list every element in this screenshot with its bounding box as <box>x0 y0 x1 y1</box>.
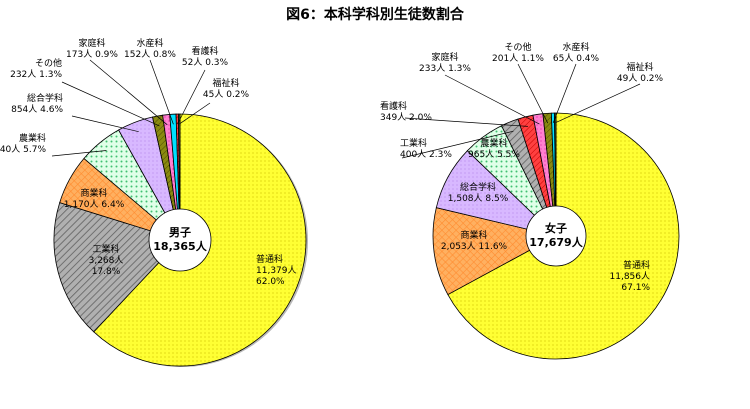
label-sonota: その他 232人 1.3% <box>10 57 62 80</box>
label-nogyo: 農業科1,040人 5.7% <box>0 132 46 155</box>
leader-line-kango <box>177 69 206 125</box>
leader-line-sonota <box>61 81 160 127</box>
label-futsu-line: 普通科 <box>623 259 650 271</box>
label-suisan-line: 水産科 <box>136 37 163 49</box>
label-kango-line: 看護科 <box>191 45 218 57</box>
leader-line-sogo <box>71 115 139 133</box>
label-sogo-line: 総合学科 <box>27 92 63 104</box>
label-kogyo-line: 工業科 <box>400 137 427 149</box>
label-sonota-line: その他 <box>504 41 531 53</box>
label-suisan: 水産科 65人 0.4% <box>553 41 600 64</box>
slice-shogyo <box>432 207 558 296</box>
label-sogo-line: 854人 4.6% <box>11 104 63 115</box>
leader-line-nogyo <box>51 150 107 157</box>
label-futsu-line: 67.1% <box>621 283 650 293</box>
label-shogyo: 商業科 1,170人 6.4% <box>64 187 125 210</box>
label-sogo: 総合学科 1,508人 8.5% <box>448 181 509 204</box>
label-sonota-line: 232人 1.3% <box>10 69 62 80</box>
label-nogyo-line: 1,040人 5.7% <box>0 144 46 155</box>
label-suisan-line: 水産科 <box>562 41 589 53</box>
label-kogyo-line: 工業科 <box>92 243 119 255</box>
label-kango-line: 看護科 <box>380 100 407 112</box>
label-nogyo-line: 農業科 <box>19 132 46 144</box>
pie-center-hole <box>148 208 212 272</box>
label-kogyo: 工業科 3,268人 17.8% <box>89 243 124 277</box>
label-suisan-line: 152人 0.8% <box>124 49 176 60</box>
label-shogyo-line: 2,053人 11.6% <box>441 241 508 252</box>
label-suisan-line: 65人 0.4% <box>553 53 600 64</box>
label-shogyo-line: 商業科 <box>80 187 107 199</box>
leader-line-katei <box>444 74 540 125</box>
label-kogyo-line: 400人 2.3% <box>400 149 452 160</box>
label-futsu-line: 11,856人 <box>610 271 651 282</box>
label-kogyo: 工業科 400人 2.3% <box>400 137 452 160</box>
label-futsu-line: 62.0% <box>256 277 285 287</box>
label-katei: 家庭科 233人 1.3% <box>419 51 471 74</box>
label-fukushi-line: 福祉科 <box>626 61 653 73</box>
label-sogo: 総合学科 854人 4.6% <box>11 92 63 115</box>
leader-line-suisan <box>552 63 577 124</box>
label-sonota-line: その他 <box>35 57 62 69</box>
label-fukushi: 福祉科 49人 0.2% <box>617 61 664 84</box>
label-kogyo-line: 3,268人 <box>89 255 124 266</box>
center-label-total: 17,679人 <box>529 235 583 249</box>
page-title: 図6：本科学科別生徒数割合 <box>286 7 464 23</box>
label-kango-line: 52人 0.3% <box>182 57 229 68</box>
label-katei-line: 家庭科 <box>431 51 458 63</box>
leader-line-fukushi <box>179 102 211 125</box>
center-label-group: 女子 <box>545 221 567 235</box>
label-kango: 看護科 349人 2.0% <box>380 100 432 123</box>
label-katei-line: 233人 1.3% <box>419 63 471 74</box>
label-shogyo-line: 商業科 <box>460 229 487 241</box>
label-sogo-line: 1,508人 8.5% <box>448 193 509 204</box>
label-katei-line: 家庭科 <box>78 37 105 49</box>
slice-kogyo <box>53 202 181 333</box>
center-label-total: 18,365人 <box>153 239 207 253</box>
label-fukushi-line: 福祉科 <box>212 77 239 89</box>
label-suisan: 水産科 152人 0.8% <box>124 37 176 60</box>
label-nogyo-line: 農業科 <box>480 137 507 149</box>
slice-fukushi <box>554 112 557 237</box>
label-fukushi-line: 49人 0.2% <box>617 73 664 84</box>
leader-line-kango <box>404 117 528 127</box>
label-sonota-line: 201人 1.1% <box>492 53 544 64</box>
leader-line-fukushi <box>555 83 641 124</box>
label-sonota: その他 201人 1.1% <box>492 41 544 64</box>
center-label-group: 男子 <box>169 226 191 239</box>
label-kango: 看護科 52人 0.3% <box>182 45 229 68</box>
label-fukushi-line: 45人 0.2% <box>203 89 250 100</box>
pie-center-hole <box>525 205 587 267</box>
leader-line-sonota <box>517 63 549 124</box>
label-nogyo-line: 965人 5.5% <box>468 149 520 160</box>
leader-line-suisan <box>149 59 174 125</box>
label-kogyo-line: 17.8% <box>92 267 121 277</box>
label-katei-line: 173人 0.9% <box>66 49 118 60</box>
leader-line-katei <box>89 59 168 126</box>
label-fukushi: 福祉科 45人 0.2% <box>203 77 250 100</box>
label-sogo-line: 総合学科 <box>460 181 496 193</box>
label-shogyo-line: 1,170人 6.4% <box>64 199 125 210</box>
label-futsu: 普通科 11,379人 62.0% <box>256 253 297 287</box>
leader-line-kogyo <box>401 130 514 159</box>
label-nogyo: 農業科 965人 5.5% <box>468 137 520 160</box>
label-katei: 家庭科 173人 0.9% <box>66 37 118 60</box>
label-futsu-line: 普通科 <box>256 253 283 265</box>
label-kango-line: 349人 2.0% <box>380 112 432 123</box>
label-futsu: 普通科 11,856人 67.1% <box>610 259 651 293</box>
slice-fukushi <box>178 113 181 241</box>
label-shogyo: 商業科 2,053人 11.6% <box>441 229 508 252</box>
label-futsu-line: 11,379人 <box>256 265 297 276</box>
